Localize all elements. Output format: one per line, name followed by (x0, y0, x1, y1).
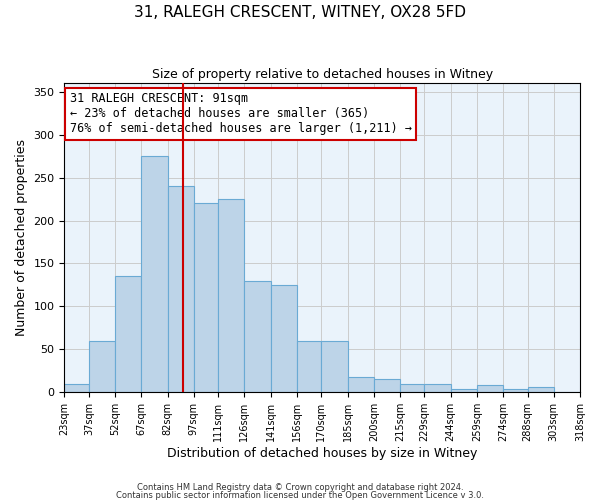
X-axis label: Distribution of detached houses by size in Witney: Distribution of detached houses by size … (167, 447, 478, 460)
Bar (271, 285, 297, 393)
Bar (167, 186, 194, 392)
Text: Contains HM Land Registry data © Crown copyright and database right 2024.: Contains HM Land Registry data © Crown c… (137, 484, 463, 492)
Bar (424, 384, 451, 392)
Bar (297, 341, 322, 392)
Bar (374, 378, 400, 392)
Text: 31 RALEGH CRESCENT: 91sqm
← 23% of detached houses are smaller (365)
76% of semi: 31 RALEGH CRESCENT: 91sqm ← 23% of detac… (70, 92, 412, 136)
Bar (347, 377, 374, 392)
Bar (503, 389, 527, 392)
Bar (477, 386, 503, 392)
Bar (527, 387, 554, 392)
Bar (142, 156, 167, 392)
Text: Contains public sector information licensed under the Open Government Licence v : Contains public sector information licen… (116, 490, 484, 500)
Y-axis label: Number of detached properties: Number of detached properties (15, 139, 28, 336)
Bar (218, 199, 244, 392)
Bar (451, 389, 477, 392)
Bar (244, 280, 271, 392)
Bar (194, 204, 218, 392)
Bar (64, 384, 89, 392)
Text: 31, RALEGH CRESCENT, WITNEY, OX28 5FD: 31, RALEGH CRESCENT, WITNEY, OX28 5FD (134, 5, 466, 20)
Bar (400, 384, 424, 392)
Bar (115, 276, 142, 392)
Title: Size of property relative to detached houses in Witney: Size of property relative to detached ho… (152, 68, 493, 80)
Bar (322, 341, 347, 392)
Bar (89, 341, 115, 392)
